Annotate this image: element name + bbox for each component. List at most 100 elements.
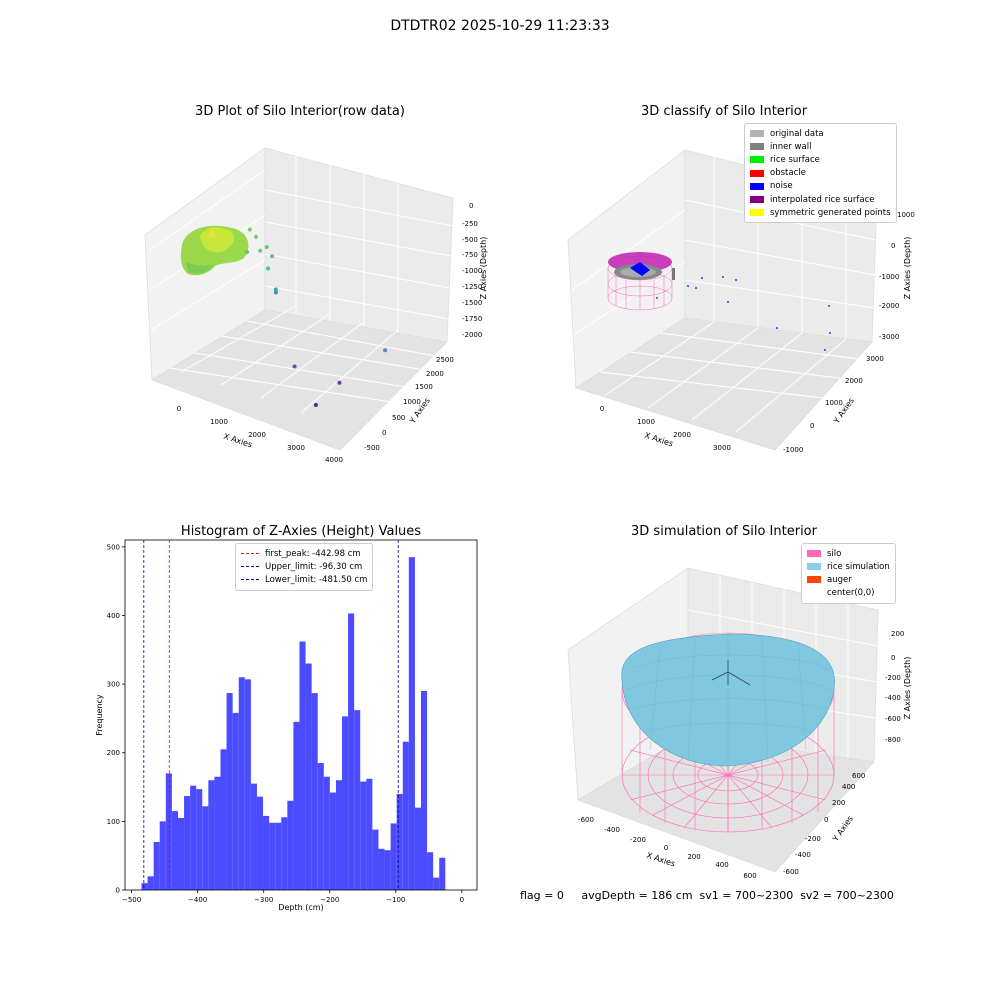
scatter-point (254, 234, 258, 239)
histogram-bar (305, 663, 312, 890)
svg-text:-200: -200 (885, 674, 901, 682)
panel1-z-ticks: 0 -250 -500 -750 -1000 -1250 -1500 -1750… (462, 202, 482, 339)
legend-swatch (241, 553, 259, 555)
noise-point (656, 297, 658, 299)
svg-text:-1250: -1250 (462, 283, 482, 291)
histogram-bar (244, 679, 251, 890)
svg-text:500: 500 (392, 414, 405, 422)
legend-label: rice surface (770, 154, 820, 165)
svg-text:-600: -600 (885, 715, 901, 723)
noise-point (701, 277, 703, 279)
panel2-3d-classify: 0 1000 2000 3000 X Axies -1000 0 1000 20… (567, 149, 915, 454)
histogram-bar (238, 677, 245, 890)
svg-text:2000: 2000 (248, 431, 266, 439)
scatter-point (383, 348, 388, 353)
svg-text:-600: -600 (578, 816, 594, 824)
scatter-point (292, 364, 297, 369)
status-footer: flag = 0 avgDepth = 186 cm sv1 = 700~230… (520, 889, 894, 902)
svg-text:-750: -750 (462, 251, 478, 259)
histogram-bar (232, 712, 239, 890)
panel1-surface-blob (180, 225, 249, 276)
svg-text:-2000: -2000 (462, 331, 482, 339)
histogram-bar (293, 721, 300, 890)
svg-text:2000: 2000 (673, 431, 691, 439)
legend-label: silo (827, 548, 842, 559)
legend-label: Upper_limit: -96.30 cm (265, 561, 363, 572)
panel4-z-ticks: 200 0 -200 -400 -600 -800 (885, 630, 904, 744)
panel1-points (245, 227, 388, 407)
legend-swatch (750, 130, 764, 138)
noise-point (828, 305, 830, 307)
histogram-bar (159, 821, 166, 890)
svg-text:1000: 1000 (897, 211, 915, 219)
panel2-title: 3D classify of Silo Interior (640, 104, 808, 119)
legend-entry: auger (807, 573, 890, 586)
legend-swatch (750, 169, 764, 177)
legend-entry: silo (807, 547, 890, 560)
scatter-point (266, 266, 271, 271)
x-tick-label: −200 (320, 896, 339, 904)
svg-text:0: 0 (382, 429, 386, 437)
panel2-xlabel: X Axies (643, 431, 674, 449)
svg-text:-1000: -1000 (783, 446, 803, 454)
svg-text:-200: -200 (630, 836, 646, 844)
scatter-point (247, 227, 252, 232)
panel2-legend: original data inner wall rice surface obsta… (744, 123, 897, 224)
histogram-bar (226, 693, 233, 890)
legend-swatch (750, 156, 764, 164)
legend-swatch (241, 579, 259, 581)
legend-label: interpolated rice surface (770, 194, 875, 205)
histogram-bars (141, 557, 446, 890)
histogram-bar (190, 785, 197, 890)
legend-label: obstacle (770, 168, 806, 179)
noise-point (727, 301, 729, 303)
histogram-bar (372, 829, 379, 890)
histogram-bar (256, 796, 264, 890)
panel4-ylabel: Y Axies (830, 814, 855, 844)
histogram-bar (427, 852, 434, 890)
svg-text:0: 0 (469, 202, 473, 210)
svg-text:1000: 1000 (637, 418, 655, 426)
panel2-noise-points (656, 276, 831, 351)
noise-point (829, 332, 831, 334)
legend-entry: Upper_limit: -96.30 cm (241, 560, 367, 573)
svg-text:-1000: -1000 (462, 267, 482, 275)
scatter-point (313, 403, 318, 407)
panel2-noise-cluster (630, 262, 650, 276)
histogram-bar (165, 773, 172, 890)
scatter-point (337, 380, 342, 385)
scatter-point (273, 290, 278, 295)
legend-swatch (807, 589, 821, 597)
y-tick-label: 500 (107, 543, 120, 551)
svg-text:0: 0 (177, 405, 181, 413)
histogram-bar (408, 557, 415, 890)
noise-point (687, 285, 689, 287)
histogram-bar (439, 857, 446, 890)
svg-text:200: 200 (891, 630, 904, 638)
svg-text:4000: 4000 (325, 456, 343, 464)
histogram-bar (263, 815, 270, 890)
x-tick-label: −500 (122, 896, 141, 904)
legend-swatch (750, 196, 764, 204)
legend-entry: rice surface (750, 153, 891, 166)
legend-entry: original data (750, 127, 891, 140)
panel1-x-ticks: 0 1000 2000 3000 4000 (177, 405, 343, 464)
histogram-bar (335, 780, 343, 890)
legend-entry: Lower_limit: -481.50 cm (241, 573, 367, 586)
histogram-reference-lines (143, 540, 399, 890)
histogram-y-ticks: 0 100 200 300 400 500 (107, 543, 125, 895)
svg-text:200: 200 (687, 853, 700, 861)
panel3-histogram: −500 −400 −300 −200 −100 0 0 100 200 300 400 500 D… (95, 539, 478, 912)
panel2-y-ticks: -1000 0 1000 2000 3000 (783, 355, 884, 454)
noise-point (695, 287, 697, 289)
histogram-bar (196, 789, 203, 890)
histogram-bar (323, 776, 330, 890)
legend-entry: first_peak: -442.98 cm (241, 547, 367, 560)
legend-label: Lower_limit: -481.50 cm (265, 574, 368, 585)
histogram-bar (275, 822, 282, 890)
svg-text:600: 600 (852, 772, 865, 780)
histogram-bar (184, 795, 191, 890)
svg-text:-200: -200 (805, 835, 821, 843)
panel3-title: Histogram of Z-Axies (Height) Values (180, 524, 422, 539)
svg-text:-1500: -1500 (462, 299, 482, 307)
